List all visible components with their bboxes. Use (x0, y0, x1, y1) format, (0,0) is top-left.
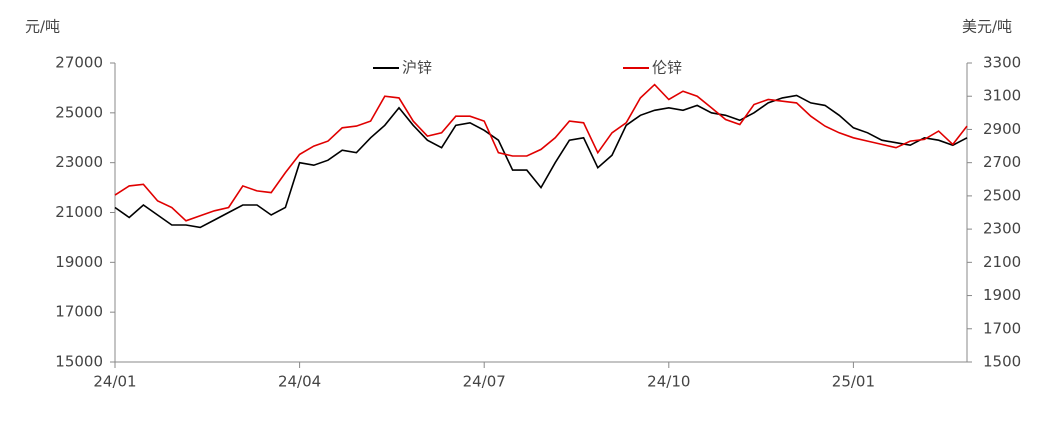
y-tick-label: 15000 (55, 353, 103, 371)
y-tick-label: 27000 (55, 54, 103, 72)
y-tick-label: 21000 (55, 203, 103, 221)
y2-tick-label: 3100 (983, 87, 1021, 105)
x-tick-label: 24/04 (278, 373, 321, 391)
y2-tick-label: 3300 (983, 54, 1021, 72)
series-line (114, 94, 968, 229)
x-tick-label: 24/10 (647, 373, 690, 391)
x-tick-label: 24/07 (463, 373, 506, 391)
series-line (114, 83, 968, 222)
y2-tick-label: 1900 (983, 286, 1021, 304)
y-tick-label: 17000 (55, 303, 103, 321)
y-tick-label: 19000 (55, 253, 103, 271)
y2-tick-label: 2700 (983, 153, 1021, 171)
y-tick-label: 25000 (55, 103, 103, 121)
y-tick-label: 23000 (55, 153, 103, 171)
legend-label: 伦锌 (652, 59, 682, 77)
y2-tick-label: 2500 (983, 186, 1021, 204)
y2-tick-label: 2900 (983, 120, 1021, 138)
x-tick-label: 24/01 (93, 373, 136, 391)
x-tick-label: 25/01 (832, 373, 875, 391)
y2-tick-label: 1700 (983, 319, 1021, 337)
y2-tick-label: 2100 (983, 253, 1021, 271)
y2-tick-label: 1500 (983, 353, 1021, 371)
y2-axis-label: 美元/吨 (962, 18, 1012, 36)
legend-label: 沪锌 (402, 59, 432, 77)
y2-tick-label: 2300 (983, 220, 1021, 238)
y-axis-label: 元/吨 (25, 18, 60, 36)
